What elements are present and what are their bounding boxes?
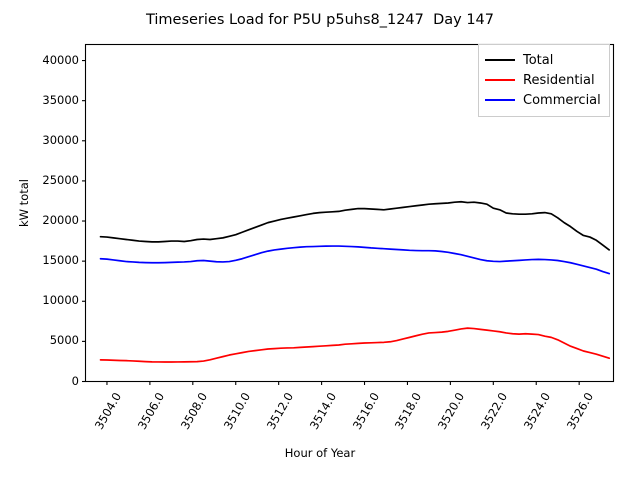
series-line-total: [99, 200, 611, 251]
legend-color-swatch: [485, 59, 515, 61]
legend-label: Commercial: [523, 92, 601, 108]
y-tick-label: 35000: [42, 92, 79, 107]
legend-color-swatch: [485, 99, 515, 101]
legend-item: Residential: [485, 70, 603, 90]
legend-label: Residential: [523, 72, 595, 88]
y-tick-label: 30000: [42, 132, 79, 147]
y-tick-label: 25000: [42, 172, 79, 187]
legend-label: Total: [523, 52, 554, 68]
chart-title: Timeseries Load for P5U p5uhs8_1247 Day …: [145, 12, 495, 28]
series-line-residential: [99, 327, 611, 363]
legend-color-swatch: [485, 79, 515, 81]
y-tick-label: 5000: [49, 333, 79, 348]
y-tick-label: 20000: [42, 213, 79, 228]
y-tick-label: 0: [71, 373, 79, 388]
legend-item: Total: [485, 50, 603, 70]
series-line-commercial: [99, 245, 611, 275]
y-axis-label: kW total: [17, 179, 31, 227]
chart-legend: Total Residential Commercial: [478, 44, 610, 117]
y-tick-label: 40000: [42, 52, 79, 67]
plot-frame: [84, 43, 615, 383]
x-axis-label: Hour of Year: [284, 446, 356, 460]
y-tick-label: 10000: [42, 293, 79, 308]
y-tick-label: 15000: [42, 253, 79, 268]
legend-item: Commercial: [485, 90, 603, 110]
